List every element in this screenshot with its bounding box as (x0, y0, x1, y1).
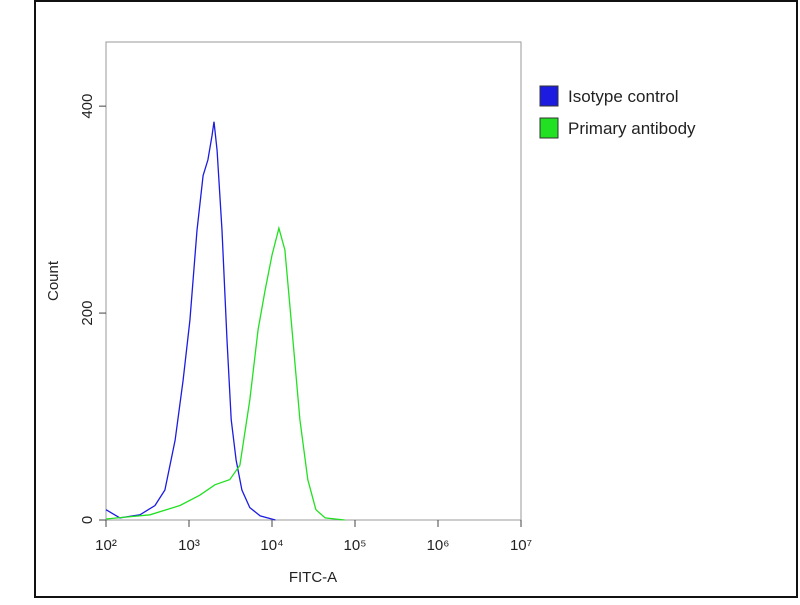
legend-label: Primary antibody (568, 119, 696, 138)
x-axis-label: FITC-A (289, 569, 337, 586)
histogram-line (105, 121, 276, 521)
legend-swatch (539, 85, 559, 107)
legend-swatch (539, 117, 559, 139)
y-tick-label: 0 (79, 516, 96, 524)
x-tick-label: 10³ (178, 537, 200, 554)
y-axis-label: Count (45, 260, 62, 301)
legend-label: Isotype control (568, 87, 679, 106)
plot-area (105, 41, 522, 521)
x-tick-label: 10⁷ (510, 537, 532, 554)
x-tick-label: 10⁵ (344, 537, 367, 554)
x-tick-label: 10⁴ (260, 537, 283, 554)
x-tick-label: 10² (95, 537, 117, 554)
x-tick-label: 10⁶ (427, 537, 450, 554)
y-tick-label: 400 (79, 94, 96, 119)
frame (34, 0, 798, 598)
y-tick-label: 200 (79, 301, 96, 326)
histogram-line (105, 225, 345, 521)
